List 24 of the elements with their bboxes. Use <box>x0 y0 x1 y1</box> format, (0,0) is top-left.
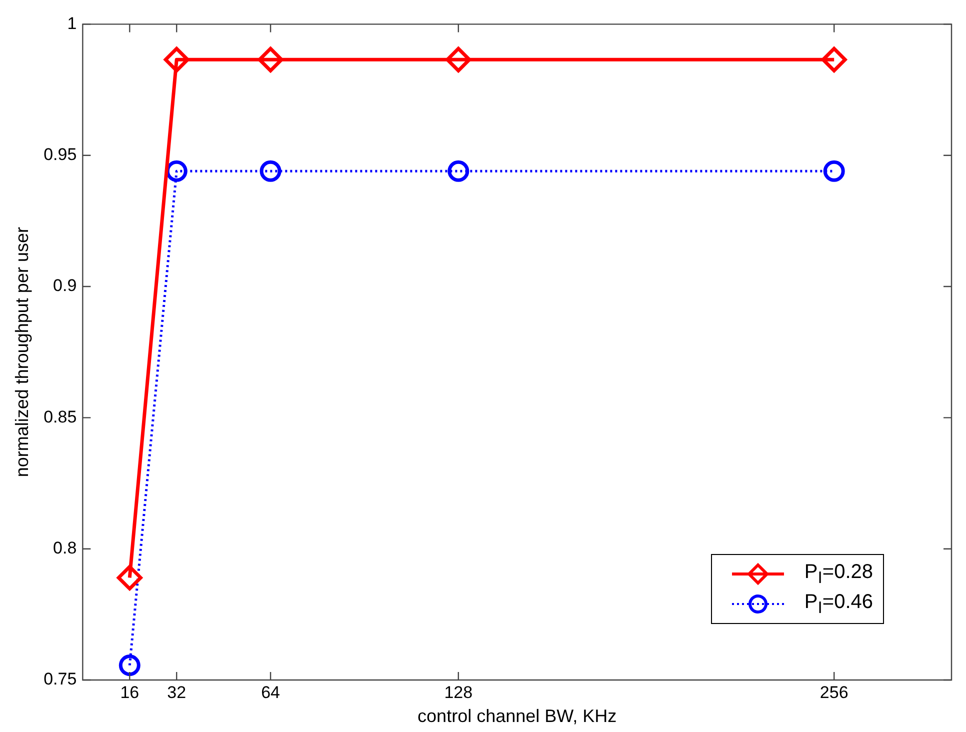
y-tick-label: 0.8 <box>53 538 77 558</box>
point <box>448 160 470 182</box>
x-tick-label: 256 <box>820 682 848 702</box>
y-tick-label: 0.95 <box>44 145 77 164</box>
point <box>823 160 845 182</box>
legend-label: P$_{I}$=0.28 <box>804 560 873 588</box>
y-axis-title: normalized throughput per user <box>12 227 32 478</box>
point <box>118 654 140 676</box>
point <box>446 46 472 72</box>
point <box>821 46 847 72</box>
x-axis-title: control channel BW, KHz <box>418 706 617 726</box>
y-tick-label: 0.75 <box>44 670 77 689</box>
legend-label: P$_{I}$=0.46 <box>804 590 873 618</box>
x-tick-label: 64 <box>261 682 280 702</box>
point <box>260 160 282 182</box>
y-tick-label: 1 <box>67 14 77 33</box>
x-tick-label: 32 <box>167 682 186 702</box>
x-tick-label: 16 <box>120 682 140 702</box>
y-tick-label: 0.85 <box>44 407 77 426</box>
point <box>116 564 142 590</box>
x-tick-label: 128 <box>444 682 473 702</box>
point <box>258 46 284 72</box>
y-tick-label: 0.9 <box>53 276 77 296</box>
point <box>164 46 190 72</box>
